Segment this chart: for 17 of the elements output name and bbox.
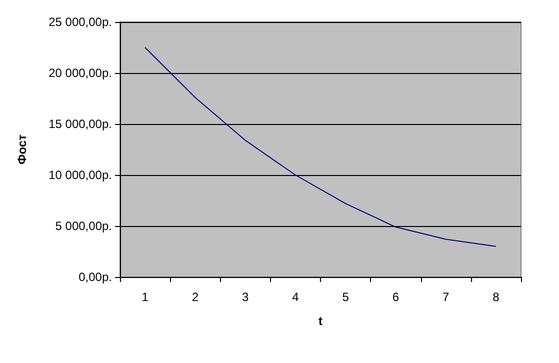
x-tick-label: 6 <box>392 290 400 304</box>
line-series <box>144 47 496 247</box>
x-tick-label: 5 <box>342 290 350 304</box>
x-tick-label: 8 <box>492 290 500 304</box>
x-tick-label: 3 <box>242 290 249 304</box>
x-tick-label: 4 <box>292 290 300 304</box>
x-tick-label: 1 <box>142 290 149 304</box>
y-tick-label: 25 000,00р. <box>48 15 112 29</box>
y-tick-label: 15 000,00р. <box>48 117 112 131</box>
x-axis-title: t <box>318 314 322 328</box>
y-tick-label: 20 000,00р. <box>48 66 112 80</box>
y-tick-label: 5 000,00р. <box>55 219 112 233</box>
y-axis-title: Фост <box>15 134 29 164</box>
x-tick-label: 7 <box>442 290 450 304</box>
y-tick-label: 10 000,00р. <box>48 168 112 182</box>
y-tick-label: 0,00р. <box>78 270 112 284</box>
x-tick-label: 2 <box>192 290 199 304</box>
